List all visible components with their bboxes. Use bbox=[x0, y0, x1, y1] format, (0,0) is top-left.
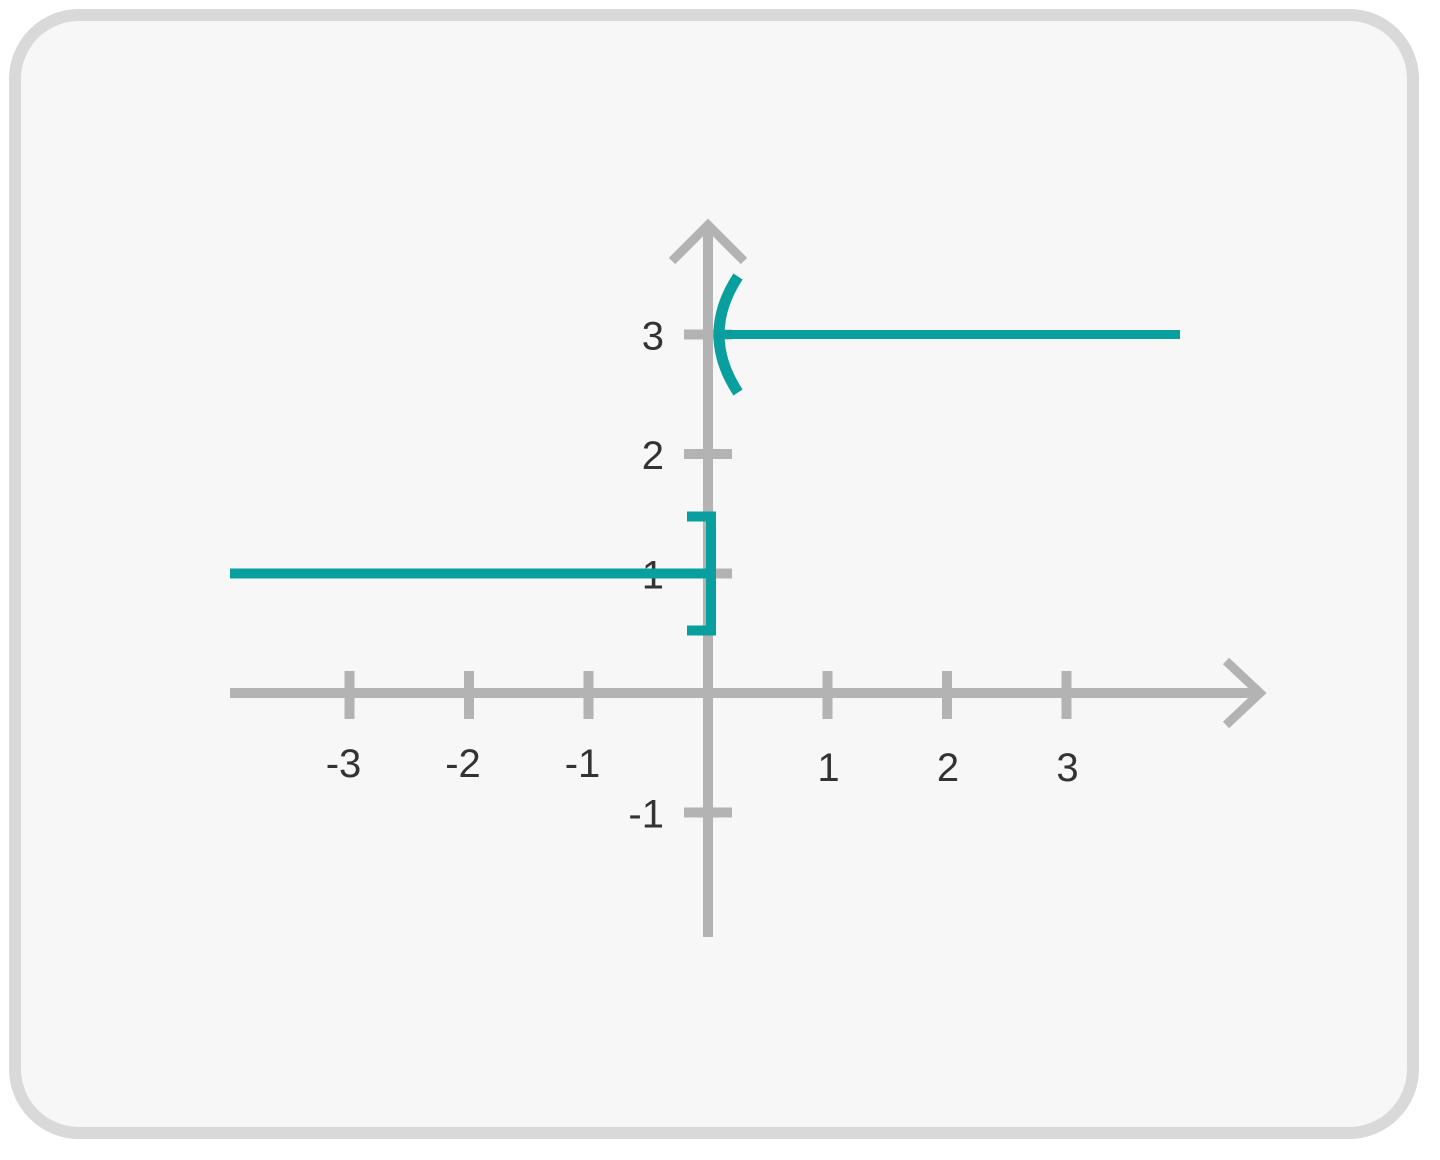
x-tick-label: 2 bbox=[937, 746, 959, 790]
y-tick-label: -1 bbox=[628, 793, 664, 837]
x-tick-label: -3 bbox=[326, 742, 362, 786]
x-tick-label: 1 bbox=[817, 746, 839, 790]
tick-marks bbox=[344, 329, 1072, 818]
x-tick-label: -1 bbox=[565, 742, 601, 786]
series bbox=[230, 273, 1180, 636]
x-axis-arrow bbox=[1222, 657, 1267, 729]
x-tick-label: -2 bbox=[445, 742, 481, 786]
y-axis-arrow bbox=[668, 218, 748, 265]
closed-endpoint-bracket bbox=[687, 511, 716, 636]
y-tick-label: 3 bbox=[642, 315, 664, 359]
y-tick-label: 2 bbox=[642, 434, 664, 478]
open-endpoint-parenthesis bbox=[713, 273, 743, 396]
x-tick-label: 3 bbox=[1056, 746, 1078, 790]
